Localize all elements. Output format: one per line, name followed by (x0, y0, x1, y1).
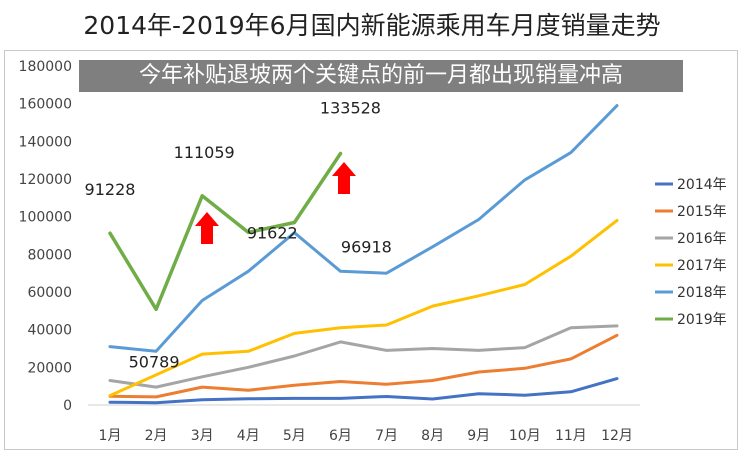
annotation-banner: 今年补贴退坡两个关键点的前一月都出现销量冲高 (79, 60, 683, 92)
x-tick-label: 3月 (191, 428, 214, 444)
y-tick-label: 120000 (19, 172, 72, 188)
x-tick-label: 7月 (375, 428, 398, 444)
data-label: 91228 (85, 180, 136, 199)
y-tick-label: 20000 (27, 360, 72, 376)
page-title: 2014年-2019年6月国内新能源乘用车月度销量走势 (83, 11, 661, 40)
series-line-2016年 (108, 324, 619, 389)
x-tick-label: 5月 (283, 428, 306, 444)
x-tick-label: 4月 (237, 428, 260, 444)
x-tick-label: 11月 (555, 428, 587, 444)
data-label: 50789 (129, 352, 180, 371)
y-tick-label: 160000 (19, 97, 72, 113)
up-arrow-icon (332, 162, 356, 194)
data-label: 111059 (174, 143, 235, 162)
x-tick-label: 6月 (329, 428, 352, 444)
x-tick-label: 9月 (467, 428, 490, 444)
series-line-2017年 (108, 218, 619, 398)
series-line-2019年 (108, 151, 343, 312)
data-label: 91622 (247, 223, 298, 242)
x-tick-label: 12月 (601, 428, 633, 444)
series-line-2018年 (108, 104, 619, 353)
legend-label: 2017年 (677, 258, 727, 274)
legend-label: 2016年 (677, 231, 727, 247)
y-tick-label: 0 (63, 398, 72, 414)
y-tick-label: 140000 (19, 134, 72, 150)
legend-label: 2018年 (677, 285, 727, 301)
x-tick-label: 1月 (99, 428, 122, 444)
y-tick-label: 40000 (27, 323, 72, 339)
legend-label: 2019年 (677, 312, 727, 328)
y-tick-label: 60000 (27, 285, 72, 301)
x-tick-label: 2月 (145, 428, 168, 444)
up-arrow-icon (195, 212, 219, 244)
y-tick-label: 100000 (19, 210, 72, 226)
data-label: 133528 (320, 99, 381, 118)
y-tick-label: 180000 (19, 59, 72, 75)
legend-label: 2014年 (677, 177, 727, 193)
data-label: 96918 (341, 237, 392, 256)
series-line-2015年 (108, 333, 619, 399)
series-line-2014年 (108, 377, 619, 405)
y-tick-label: 80000 (27, 247, 72, 263)
legend-label: 2015年 (677, 204, 727, 220)
x-tick-label: 10月 (509, 428, 541, 444)
x-tick-label: 8月 (421, 428, 444, 444)
